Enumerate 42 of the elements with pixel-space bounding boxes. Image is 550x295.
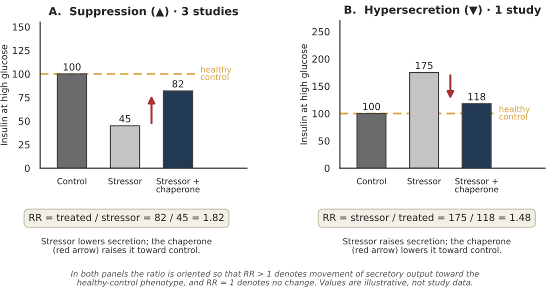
y-tick-label: 150 [12, 23, 30, 31]
chart-title: B. Hypersecretion (▼) · 1 study [344, 5, 542, 16]
y-tick-label: 50 [318, 137, 330, 145]
data-label: 118 [468, 92, 486, 100]
bar [56, 73, 88, 168]
y-tick-label: 250 [312, 28, 330, 36]
text: RR = stressor / treated = 175 / 118 = 1.48 [324, 214, 530, 222]
ref-line-label: healthy control [499, 106, 530, 120]
x-tick-label: Stressor [108, 178, 142, 184]
y-tick-label: 100 [12, 70, 30, 78]
x-tick-label: Control [356, 178, 386, 184]
text: RR = treated / stressor = 82 / 45 = 1.82 [29, 214, 224, 222]
data-label: 100 [64, 63, 81, 71]
x-tick-label: Stressor [408, 178, 442, 184]
x-tick-label: Stressor + chaperone [455, 178, 498, 194]
data-label: 175 [416, 62, 432, 70]
y-tick-label: 125 [12, 46, 30, 54]
chart-title: A. Suppression (▲) · 3 studies [48, 6, 238, 18]
y-tick-label: 150 [312, 82, 330, 90]
bar [356, 112, 386, 168]
bar [110, 125, 140, 168]
y-tick-label: 50 [18, 118, 30, 125]
y-tick-label: 0 [24, 164, 30, 172]
x-tick-label: Control [57, 178, 86, 184]
data-label: 100 [363, 102, 380, 110]
y-tick-label: 200 [312, 55, 330, 63]
text: Stressor lowers secretion; the chaperone (red arrow) raises it toward control. [42, 238, 212, 254]
text: In both panels the ratio is oriented so that RR > 1 denotes movement of secretory output toward the healthy-control phenotype, and RR = 1 denotes no change. Values are illustrative, not study data. [70, 270, 479, 288]
y-tick-label: 100 [312, 110, 330, 118]
y-tick-label: 0 [324, 164, 330, 172]
y-axis-title: Insulin at high glucose [300, 44, 309, 144]
text: Stressor raises secretion; the chaperone (red arrow) lowers it toward control. [343, 238, 511, 254]
bar [462, 103, 492, 168]
x-tick-label: Stressor + chaperone [156, 178, 200, 194]
data-label: 82 [172, 80, 184, 88]
y-tick-label: 75 [18, 94, 30, 102]
bar [162, 90, 194, 168]
bar [409, 72, 440, 168]
data-label: 45 [119, 115, 130, 122]
y-axis-title: Insulin at high glucose [0, 44, 10, 146]
ref-line-label: healthy control [200, 66, 232, 80]
y-tick-label: 25 [18, 141, 30, 148]
